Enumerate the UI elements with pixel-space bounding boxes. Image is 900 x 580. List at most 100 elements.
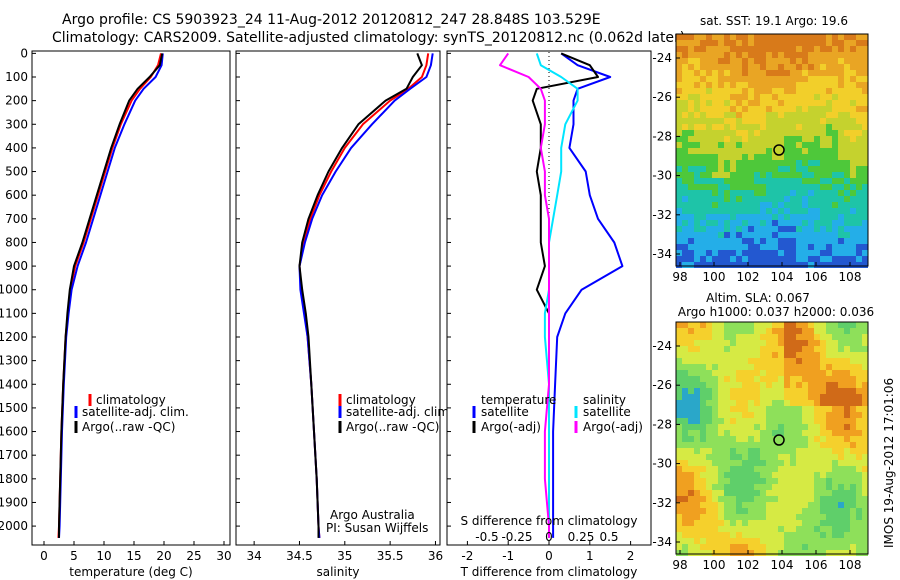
- map-cell: [724, 490, 730, 496]
- x-tick-label: 35.5: [377, 549, 404, 563]
- map-cell: [862, 52, 868, 58]
- map-cell: [784, 322, 790, 328]
- map-cell: [700, 196, 706, 202]
- map-cell: [706, 388, 712, 394]
- map-cell: [796, 58, 802, 64]
- map-cell: [772, 160, 778, 166]
- map-cell: [724, 424, 730, 430]
- map-cell: [814, 496, 820, 502]
- map-cell: [736, 58, 742, 64]
- map-cell: [784, 352, 790, 358]
- map-cell: [748, 538, 754, 544]
- map-cell: [694, 70, 700, 76]
- map-cell: [796, 334, 802, 340]
- map-cell: [808, 400, 814, 406]
- map-cell: [802, 352, 808, 358]
- map-cell: [682, 394, 688, 400]
- map-cell: [682, 154, 688, 160]
- imos-timestamp: IMOS 19-Aug-2012 17:01:06: [882, 378, 896, 548]
- map-cell: [688, 52, 694, 58]
- map-cell: [802, 178, 808, 184]
- map-cell: [814, 154, 820, 160]
- map-cell: [742, 514, 748, 520]
- map-cell: [694, 418, 700, 424]
- map-cell: [784, 340, 790, 346]
- map-cell: [820, 352, 826, 358]
- map-cell: [724, 118, 730, 124]
- map-cell: [862, 124, 868, 130]
- map-cell: [706, 364, 712, 370]
- map-cell: [808, 328, 814, 334]
- map-cell: [694, 472, 700, 478]
- map-cell: [718, 52, 724, 58]
- map-cell: [736, 388, 742, 394]
- map-cell: [694, 388, 700, 394]
- map-cell: [772, 472, 778, 478]
- map-y-tick-label: -34: [652, 247, 672, 261]
- map-cell: [754, 508, 760, 514]
- map-cell: [862, 202, 868, 208]
- map-cell: [754, 430, 760, 436]
- map-cell: [856, 436, 862, 442]
- map-cell: [808, 112, 814, 118]
- map-cell: [760, 262, 766, 268]
- map-cell: [742, 328, 748, 334]
- map-cell: [856, 130, 862, 136]
- x-tick-label: 0: [40, 549, 48, 563]
- map-cell: [736, 442, 742, 448]
- map-cell: [700, 112, 706, 118]
- map-cell: [724, 262, 730, 268]
- map-cell: [814, 436, 820, 442]
- map-cell: [712, 130, 718, 136]
- map-cell: [700, 514, 706, 520]
- map-cell: [682, 106, 688, 112]
- map-cell: [850, 502, 856, 508]
- map-cell: [862, 532, 868, 538]
- map-cell: [736, 124, 742, 130]
- map-cell: [730, 46, 736, 52]
- map-cell: [712, 124, 718, 130]
- map-cell: [838, 148, 844, 154]
- map-cell: [706, 202, 712, 208]
- map-cell: [808, 166, 814, 172]
- map-cell: [844, 328, 850, 334]
- map-cell: [850, 340, 856, 346]
- map-cell: [766, 538, 772, 544]
- map-cell: [808, 334, 814, 340]
- map-cell: [676, 538, 682, 544]
- map-cell: [856, 142, 862, 148]
- map-cell: [820, 442, 826, 448]
- map-cell: [832, 484, 838, 490]
- map-cell: [814, 364, 820, 370]
- map-cell: [736, 130, 742, 136]
- map-cell: [682, 400, 688, 406]
- map-cell: [790, 436, 796, 442]
- map-cell: [844, 34, 850, 40]
- map-cell: [820, 196, 826, 202]
- map-cell: [814, 112, 820, 118]
- map-cell: [772, 64, 778, 70]
- map-cell: [688, 352, 694, 358]
- map-cell: [844, 220, 850, 226]
- map-cell: [796, 406, 802, 412]
- map-cell: [718, 496, 724, 502]
- map-cell: [772, 490, 778, 496]
- map-cell: [736, 514, 742, 520]
- map-cell: [772, 136, 778, 142]
- map-cell: [862, 394, 868, 400]
- depth-tick-label: 1400: [0, 377, 28, 391]
- map-cell: [712, 376, 718, 382]
- map-cell: [694, 214, 700, 220]
- map-cell: [748, 358, 754, 364]
- map-cell: [862, 346, 868, 352]
- map-cell: [706, 538, 712, 544]
- map-cell: [778, 238, 784, 244]
- map-cell: [814, 382, 820, 388]
- map-cell: [730, 238, 736, 244]
- map-cell: [706, 406, 712, 412]
- map-cell: [724, 232, 730, 238]
- map-cell: [730, 526, 736, 532]
- map-cell: [736, 466, 742, 472]
- map-cell: [730, 232, 736, 238]
- map-cell: [688, 424, 694, 430]
